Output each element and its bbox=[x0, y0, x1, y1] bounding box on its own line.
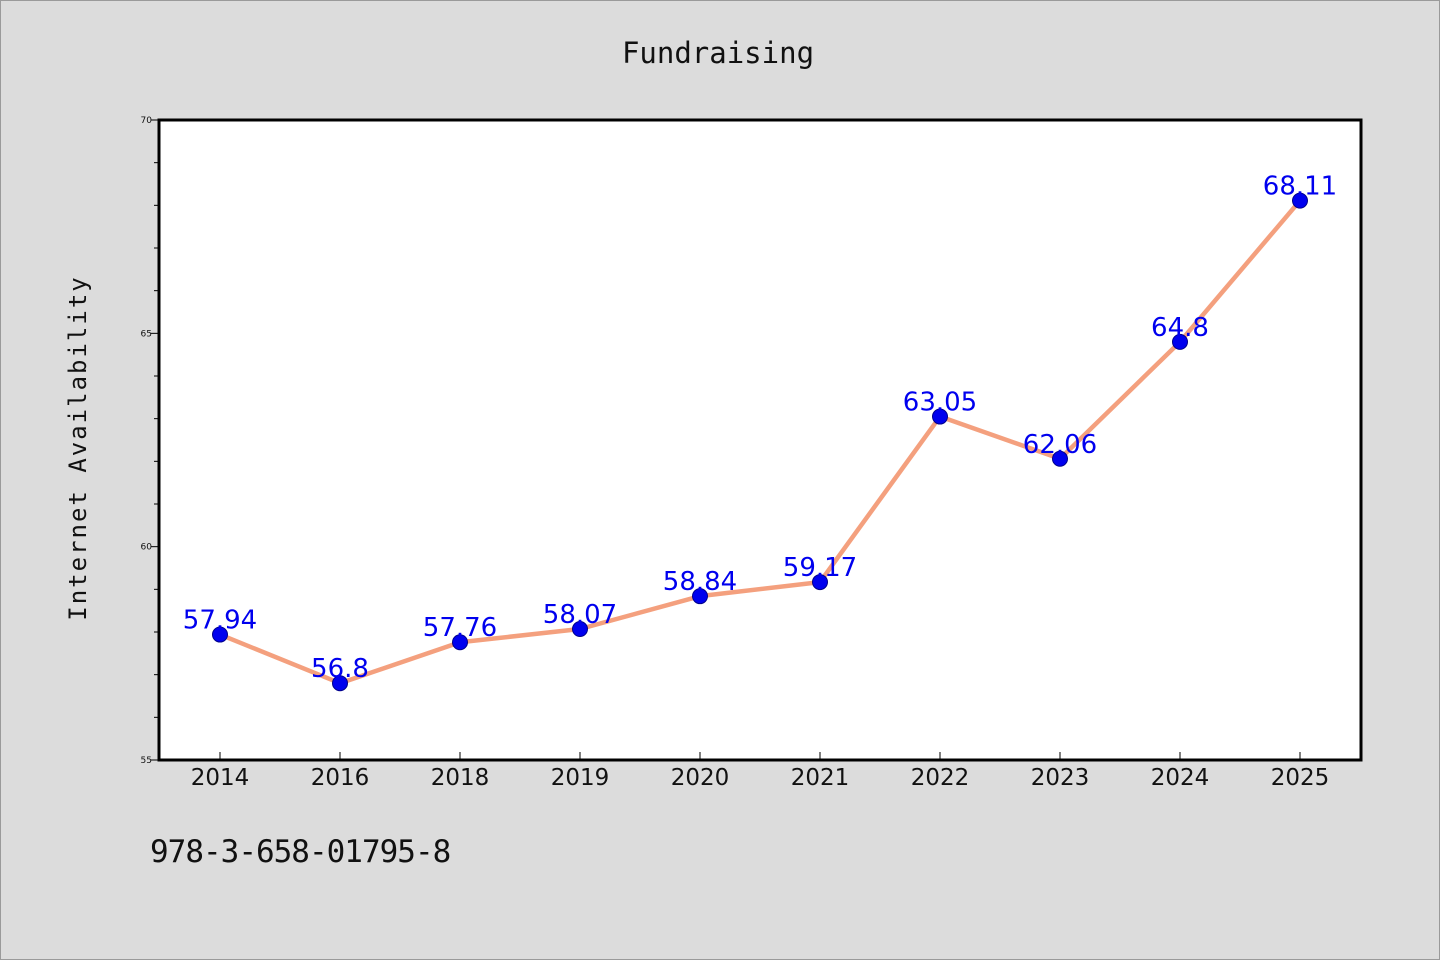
data-label: 58.07 bbox=[543, 600, 617, 630]
data-point bbox=[1172, 333, 1188, 350]
x-tick-label: 2016 bbox=[311, 765, 370, 791]
data-point bbox=[572, 621, 588, 638]
data-point bbox=[1292, 192, 1308, 209]
x-tick-label: 2018 bbox=[431, 765, 490, 791]
y-axis: 55 60 65 70 bbox=[141, 116, 159, 766]
data-point bbox=[932, 408, 948, 425]
data-label: 58.84 bbox=[663, 567, 737, 597]
data-point bbox=[332, 675, 348, 692]
x-axis: 2014 2016 2018 2019 2020 2021 2022 2023 2024 2025 bbox=[191, 752, 1330, 791]
data-point bbox=[812, 574, 828, 591]
series-line bbox=[217, 198, 1303, 686]
chart-title: Fundraising bbox=[622, 36, 814, 70]
data-label: 57.76 bbox=[423, 613, 497, 643]
y-tick-label: 55 bbox=[141, 756, 152, 766]
data-label: 62.06 bbox=[1023, 430, 1097, 460]
x-tick-label: 2024 bbox=[1151, 765, 1210, 791]
x-tick-label: 2021 bbox=[791, 765, 850, 791]
data-point bbox=[692, 588, 708, 605]
x-tick-label: 2022 bbox=[911, 765, 970, 791]
x-tick-label: 2025 bbox=[1271, 765, 1330, 791]
x-tick-label: 2023 bbox=[1031, 765, 1090, 791]
y-tick-label: 60 bbox=[141, 543, 153, 553]
data-label: 63.05 bbox=[903, 388, 977, 418]
data-point bbox=[1052, 450, 1068, 467]
y-axis-label: Internet Availability bbox=[64, 275, 92, 620]
isbn-text: 978-3-658-01795-8 bbox=[150, 834, 451, 870]
x-tick-label: 2019 bbox=[551, 765, 610, 791]
series-layer: 57.94 56.8 57.76 58.07 58.84 59.17 63.05 62.06 6… bbox=[183, 172, 1337, 692]
data-label: 59.17 bbox=[783, 553, 857, 583]
plot-area bbox=[157, 118, 1363, 762]
data-label: 57.94 bbox=[183, 606, 257, 636]
data-point bbox=[452, 634, 468, 651]
data-label: 56.8 bbox=[311, 654, 369, 684]
x-tick-label: 2014 bbox=[191, 765, 250, 791]
y-tick-label: 65 bbox=[141, 329, 152, 339]
data-point bbox=[212, 626, 228, 643]
data-label: 68.11 bbox=[1263, 172, 1337, 202]
x-tick-label: 2020 bbox=[671, 765, 730, 791]
y-tick-label: 70 bbox=[141, 116, 153, 126]
data-label: 64.8 bbox=[1151, 313, 1209, 343]
